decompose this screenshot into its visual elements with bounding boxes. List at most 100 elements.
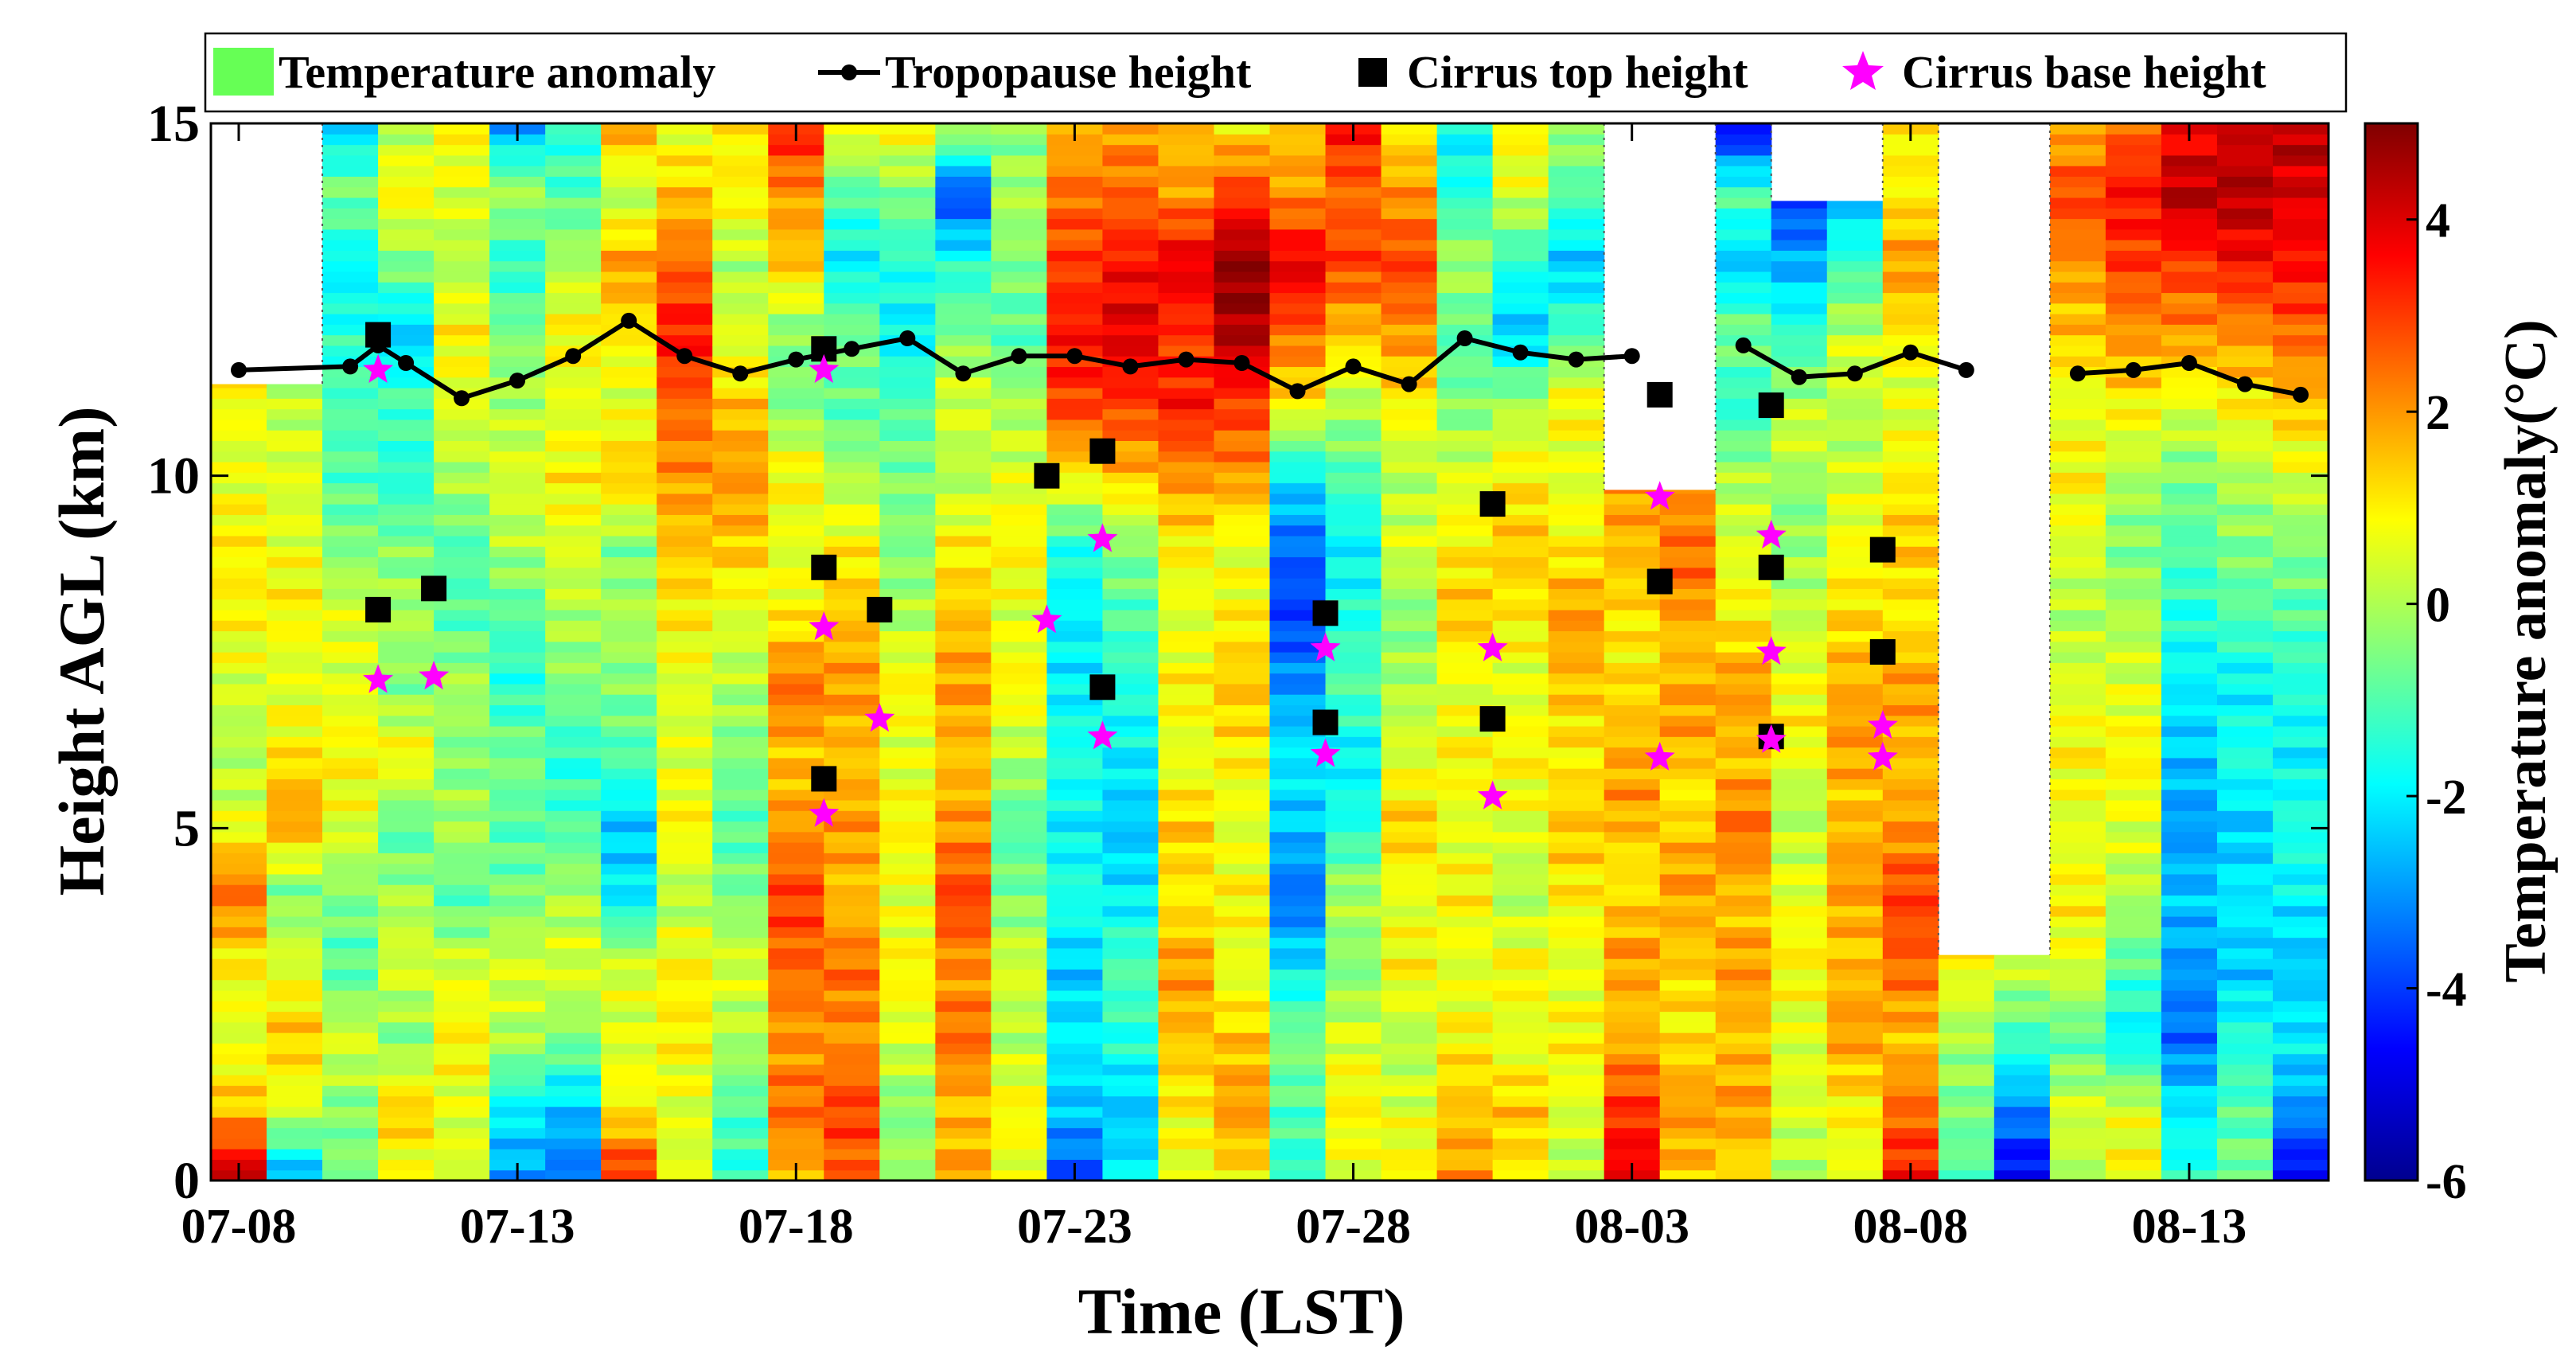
heatmap-cell [322, 260, 379, 272]
heatmap-cell [1826, 1001, 1884, 1013]
heatmap-cell [267, 1021, 323, 1033]
heatmap-cell [545, 989, 602, 1001]
heatmap-cell [2216, 704, 2274, 716]
heatmap-cell [2049, 282, 2106, 294]
heatmap-cell [1214, 302, 1271, 314]
heatmap-cell [1604, 1127, 1661, 1139]
heatmap-cell [1436, 989, 1494, 1001]
heatmap-cell [601, 567, 657, 579]
heatmap-cell [1325, 704, 1382, 716]
heatmap-cell [1158, 1117, 1215, 1129]
heatmap-cell [1882, 1095, 1939, 1107]
heatmap-cell [601, 895, 657, 907]
heatmap-cell [1548, 366, 1605, 378]
heatmap-cell [1993, 1032, 2051, 1044]
heatmap-cell [434, 853, 490, 864]
heatmap-cell [1715, 1032, 1772, 1044]
heatmap-cell [935, 134, 992, 146]
heatmap-cell [1214, 197, 1271, 209]
heatmap-cell [1325, 715, 1382, 727]
heatmap-cell [768, 1075, 824, 1087]
heatmap-cell [378, 863, 435, 875]
heatmap-cell [1771, 451, 1828, 462]
heatmap-cell [1102, 388, 1159, 399]
heatmap-cell [601, 240, 657, 251]
cirrus-base-point [864, 703, 895, 732]
heatmap-cell [1102, 662, 1159, 674]
heatmap-cell [2216, 144, 2274, 156]
heatmap-cell [935, 947, 992, 959]
heatmap-cell [1659, 504, 1717, 515]
heatmap-cell [1938, 1085, 1995, 1097]
heatmap-cell [1381, 599, 1438, 611]
heatmap-cell [322, 218, 379, 230]
heatmap-cell [1102, 208, 1159, 220]
heatmap-cell [545, 240, 602, 251]
heatmap-cell [1436, 779, 1494, 790]
heatmap-cell [1269, 1001, 1327, 1013]
heatmap-cell [1046, 1085, 1104, 1097]
heatmap-cell [2049, 958, 2106, 970]
heatmap-cell [545, 673, 602, 685]
heatmap-cell [1269, 292, 1327, 304]
heatmap-cell [1381, 282, 1438, 294]
heatmap-cell [879, 842, 936, 853]
heatmap-cell [434, 620, 490, 632]
heatmap-cell [1325, 461, 1382, 473]
heatmap-cell [267, 969, 323, 981]
heatmap-cell [712, 736, 769, 748]
heatmap-cell [1381, 186, 1438, 198]
heatmap-cell [712, 578, 769, 589]
heatmap-cell [824, 673, 880, 685]
heatmap-cell [879, 715, 936, 727]
heatmap-cell [879, 630, 936, 642]
heatmap-cell [1102, 683, 1159, 695]
heatmap-cell [1269, 123, 1327, 135]
heatmap-cell [2105, 1138, 2162, 1149]
heatmap-cell [991, 123, 1047, 135]
heatmap-cell [1381, 799, 1438, 811]
heatmap-cell [879, 725, 936, 737]
heatmap-cell [2216, 694, 2274, 705]
heatmap-cell [1046, 166, 1104, 177]
heatmap-cell [1604, 567, 1661, 579]
heatmap-cell [1715, 641, 1772, 653]
heatmap-cell [824, 1095, 880, 1107]
heatmap-cell [1659, 588, 1717, 600]
heatmap-cell [1381, 1021, 1438, 1033]
heatmap-cell [2272, 1117, 2329, 1129]
heatmap-cell [434, 673, 490, 685]
heatmap-cell [1715, 302, 1772, 314]
heatmap-cell [768, 1127, 824, 1139]
heatmap-cell [1381, 176, 1438, 188]
heatmap-cell [267, 472, 323, 484]
heatmap-cell [1381, 947, 1438, 959]
heatmap-cell [1269, 461, 1327, 473]
heatmap-cell [1102, 250, 1159, 262]
heatmap-cell [712, 947, 769, 959]
heatmap-cell [1158, 715, 1215, 727]
heatmap-cell [1046, 271, 1104, 283]
heatmap-cell [434, 1075, 490, 1087]
heatmap-cell [1381, 810, 1438, 822]
heatmap-cell [712, 504, 769, 515]
heatmap-cell [935, 250, 992, 262]
heatmap-cell [545, 810, 602, 822]
heatmap-cell [1771, 831, 1828, 843]
heatmap-cell [2272, 302, 2329, 314]
heatmap-cell [1436, 271, 1494, 283]
tropopause-point [1178, 351, 1194, 368]
heatmap-cell [1548, 1001, 1605, 1013]
heatmap-cell [1771, 514, 1828, 526]
heatmap-cell [1659, 620, 1717, 632]
heatmap-cell [1993, 1095, 2051, 1107]
heatmap-cell [1771, 768, 1828, 779]
heatmap-cell [1158, 1001, 1215, 1013]
heatmap-cell [657, 535, 713, 547]
heatmap-cell [1604, 768, 1661, 779]
heatmap-cell [935, 1169, 992, 1180]
heatmap-cell [712, 546, 769, 558]
heatmap-cell [1548, 1169, 1605, 1180]
heatmap-cell [545, 842, 602, 853]
heatmap-cell [1659, 704, 1717, 716]
